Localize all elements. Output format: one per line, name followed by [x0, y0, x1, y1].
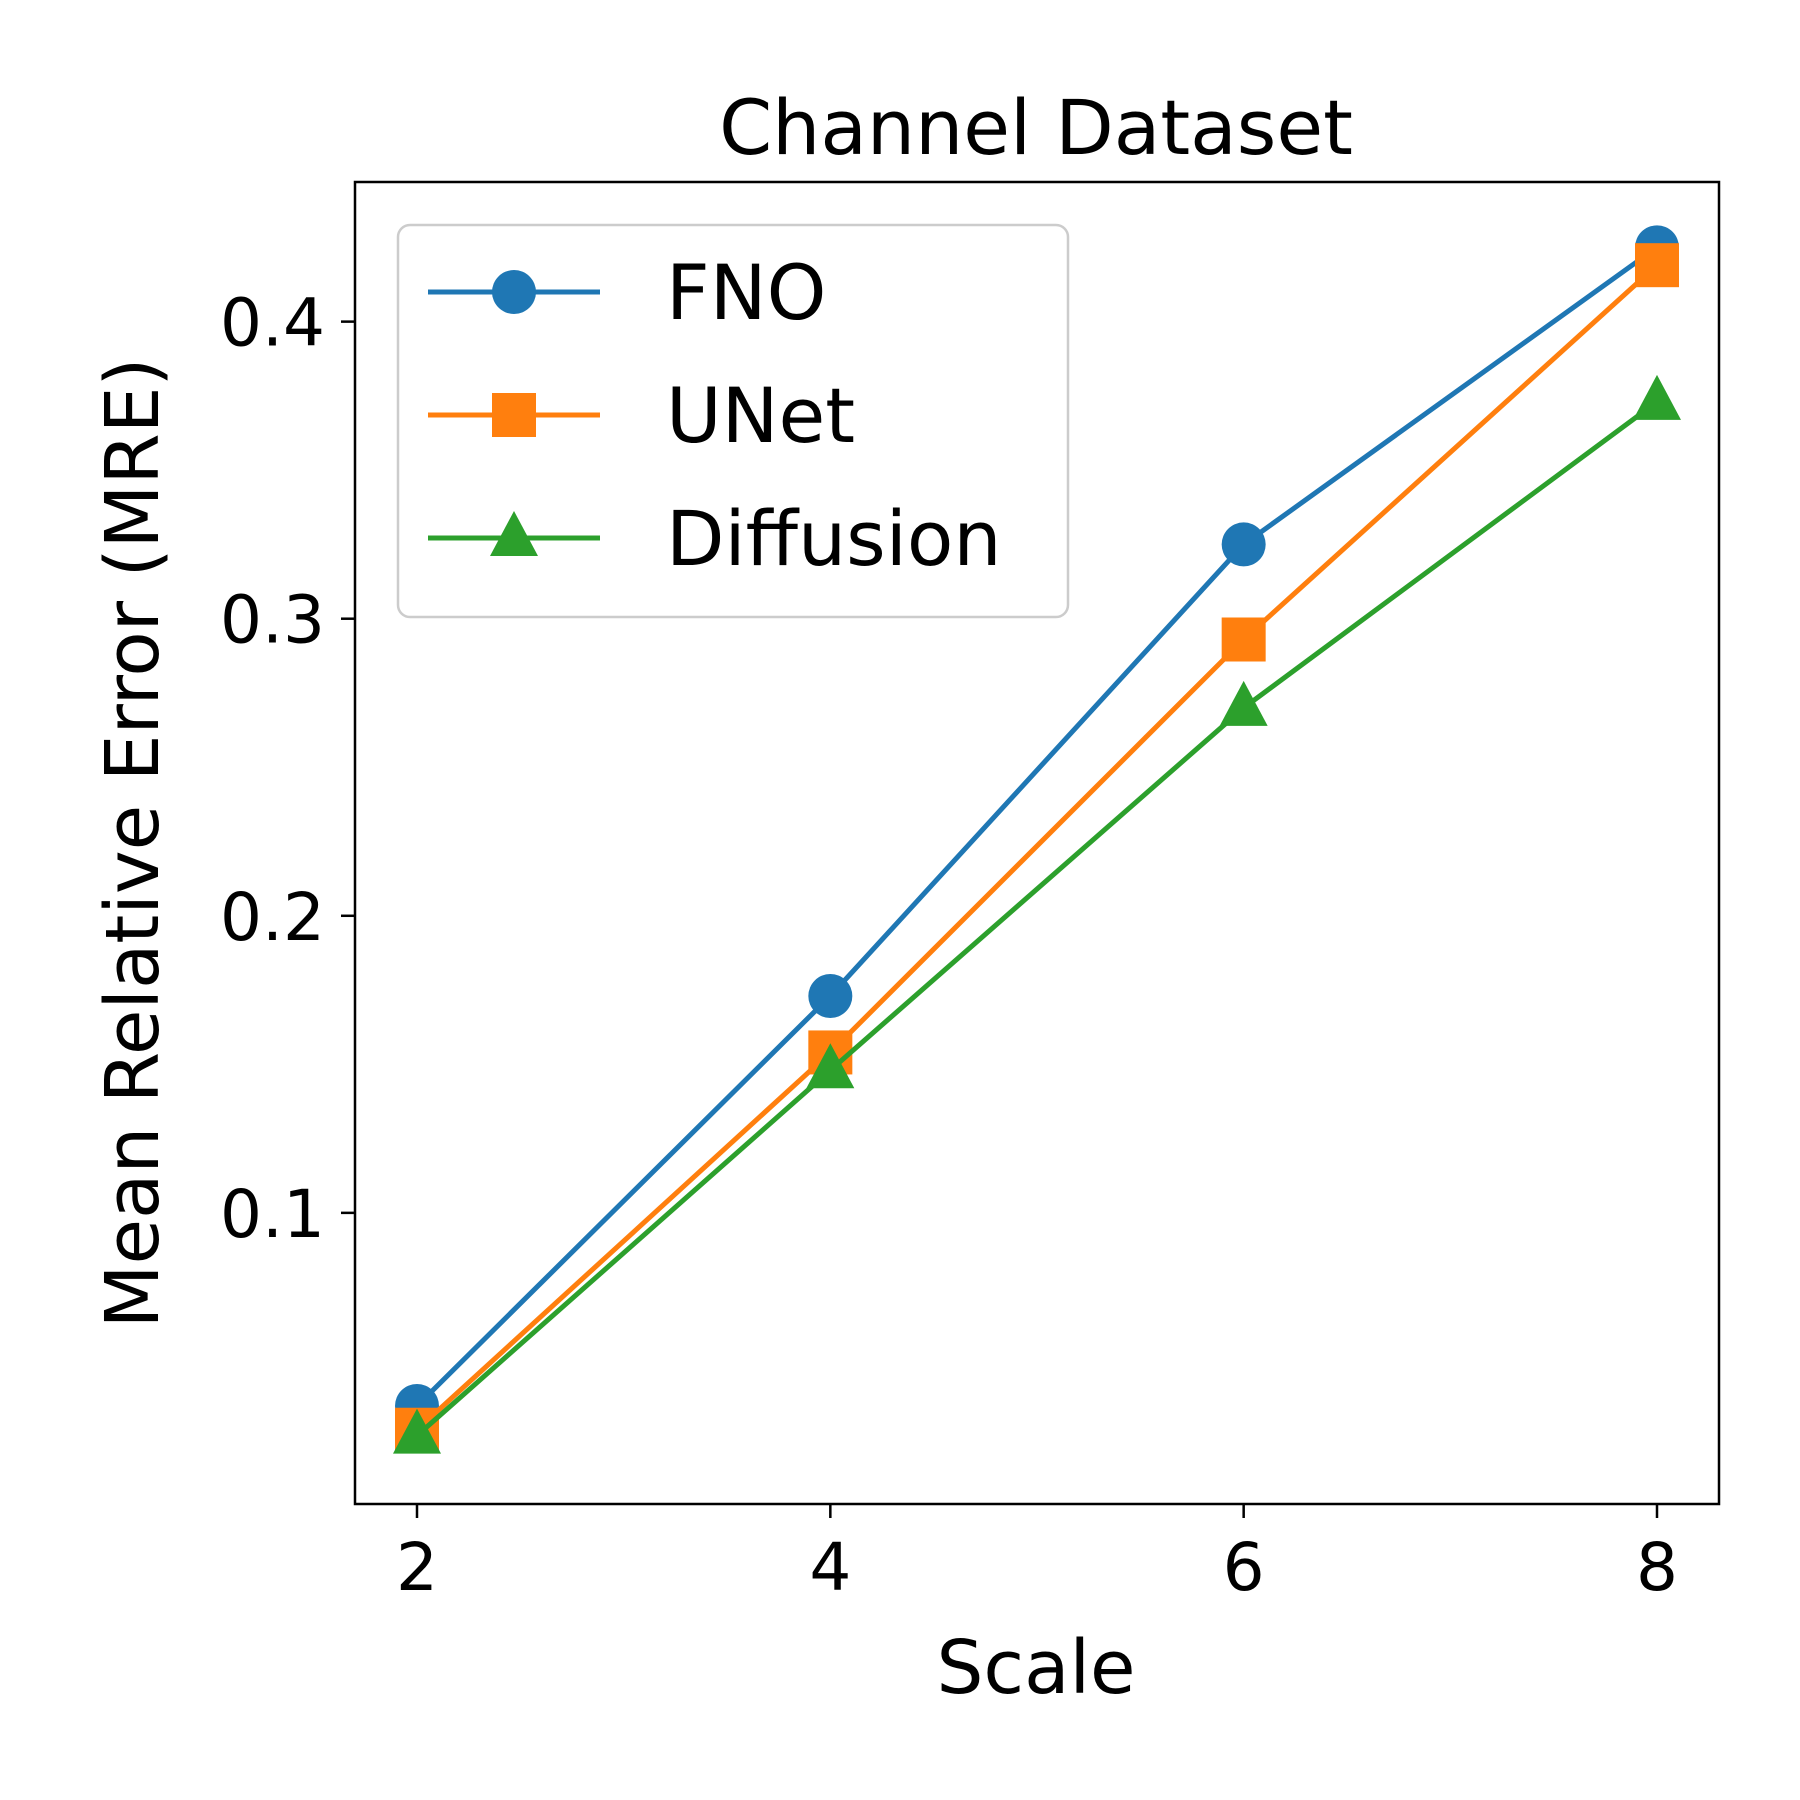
data-point-diffusion	[806, 1043, 855, 1089]
legend-label-diffusion: Diffusion	[666, 494, 1002, 583]
legend-label-unet: UNet	[666, 371, 855, 460]
series-line-fno	[415, 245, 1659, 1408]
y-tick-label: 0.3	[220, 582, 325, 659]
y-axis: 0.1 0.2 0.3 0.4	[220, 285, 355, 1253]
legend-frame	[396, 223, 1070, 619]
data-point-diffusion	[1633, 374, 1681, 420]
data-point-unet	[1221, 617, 1266, 662]
legend-marker-unet	[492, 393, 536, 437]
series-line-diffusion	[415, 399, 1659, 1438]
data-point-fno	[808, 973, 853, 1018]
x-axis: 2 4 6 8	[396, 1504, 1678, 1606]
y-tick-label: 0.4	[220, 285, 325, 362]
data-point-diffusion	[393, 1408, 441, 1454]
x-tick-label: 6	[1223, 1529, 1265, 1606]
x-tick-label: 2	[396, 1529, 438, 1606]
x-tick-label: 4	[809, 1529, 851, 1606]
data-point-unet	[1635, 243, 1679, 288]
plot-frame	[353, 180, 1721, 1506]
x-tick-label: 8	[1636, 1529, 1678, 1606]
x-axis-label: Scale	[936, 1625, 1135, 1711]
y-tick-label: 0.2	[220, 879, 325, 956]
series-line-unet	[415, 263, 1659, 1432]
legend-marker-diffusion	[490, 511, 538, 556]
y-axis-label: Mean Relative Error (MRE)	[90, 358, 176, 1329]
data-point-fno	[1221, 522, 1266, 567]
legend-label-fno: FNO	[666, 248, 826, 337]
y-tick-label: 0.1	[220, 1176, 325, 1253]
chart-title: Channel Dataset	[719, 83, 1353, 172]
data-point-diffusion	[1219, 680, 1268, 726]
legend: FNO UNet Diffusion	[396, 223, 1070, 619]
plot-area	[393, 225, 1681, 1454]
legend-marker-fno	[492, 270, 536, 314]
